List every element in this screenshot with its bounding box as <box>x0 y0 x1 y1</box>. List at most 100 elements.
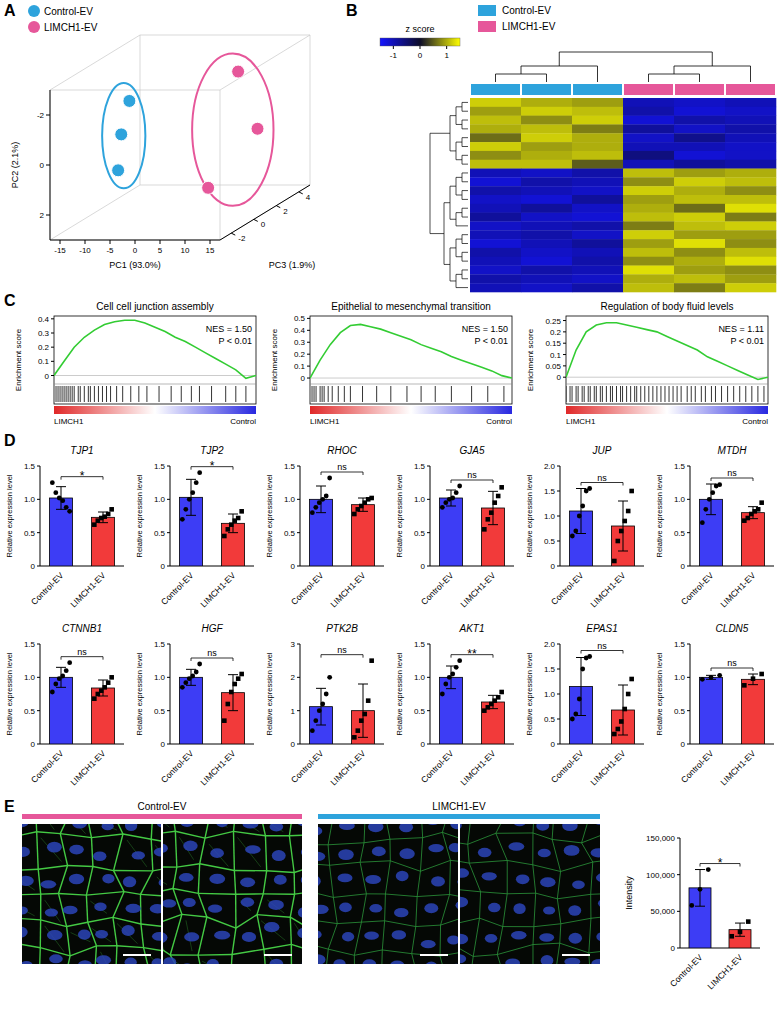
zero-line <box>310 378 512 379</box>
y-tick <box>167 499 170 500</box>
error-cap <box>186 515 196 516</box>
y-tick-label: 0.3 <box>294 338 306 347</box>
x-tick-label: -10 <box>79 246 91 255</box>
point <box>450 672 455 677</box>
heat-cell <box>470 169 521 178</box>
cell-border <box>91 838 92 867</box>
point <box>689 903 694 908</box>
y-tick <box>427 677 430 678</box>
bar-chart: EPAS100.51.01.52.0Relative expression le… <box>525 623 644 787</box>
x-tick-label: 10 <box>181 246 190 255</box>
z-tick-label: -2 <box>238 234 246 243</box>
y-tick <box>687 532 690 533</box>
nucleus <box>102 874 114 884</box>
dendrogram <box>456 177 462 195</box>
y-tick <box>677 948 680 949</box>
bar-chart: RHOC00.51.01.5Relative expression levelC… <box>265 445 384 609</box>
chart-title: Epithelial to mesenchymal transition <box>331 301 491 312</box>
cell-border <box>207 917 236 928</box>
nucleus <box>209 874 225 884</box>
curve-group <box>310 324 512 378</box>
cell-border <box>468 824 473 844</box>
point <box>202 181 215 194</box>
nucleus <box>95 930 108 938</box>
error-cap <box>228 710 238 711</box>
heat-cell <box>470 221 521 230</box>
cell-border <box>507 860 508 893</box>
point <box>703 507 708 512</box>
cell-border <box>360 862 366 894</box>
heat-cell <box>725 160 776 169</box>
cell-border <box>532 927 534 945</box>
x-tick-label: Control-EV <box>159 570 196 607</box>
nucleus <box>508 842 524 851</box>
nucleus <box>421 940 436 948</box>
heat-cell <box>470 116 521 125</box>
heat-cell <box>674 221 725 230</box>
point <box>580 667 585 672</box>
heat-cell <box>725 169 776 178</box>
bar-chart: PTK2B0123Relative expression levelContro… <box>265 623 384 787</box>
nucleus <box>449 843 458 852</box>
cell-border <box>412 954 418 964</box>
point <box>619 719 624 724</box>
point <box>698 887 703 892</box>
nucleus <box>297 824 302 826</box>
hit <box>72 386 73 402</box>
nucleus <box>78 960 92 964</box>
point <box>619 529 624 534</box>
cell-border <box>198 893 207 917</box>
cell-border <box>460 840 468 844</box>
cell-border <box>91 834 122 838</box>
nucleus <box>593 824 600 825</box>
hit <box>634 386 635 402</box>
y-tick <box>167 466 170 467</box>
y-tick-label: 0 <box>161 740 166 749</box>
cell-border <box>233 824 235 831</box>
dendrogram <box>462 102 468 111</box>
box-edge <box>140 35 141 185</box>
heat-cell <box>674 239 725 248</box>
marks <box>439 484 504 566</box>
cell-border <box>265 835 289 836</box>
cell-border <box>37 832 39 869</box>
nucleus <box>183 898 196 907</box>
nucleus <box>298 907 302 918</box>
heat-cell <box>725 257 776 266</box>
separator <box>54 384 256 385</box>
heat-cell <box>674 107 725 116</box>
point <box>366 698 371 703</box>
nucleus <box>301 875 302 886</box>
x-tick-label: LIMCH1-EV <box>718 570 757 609</box>
y-tick-label: 0.5 <box>414 707 426 716</box>
nucleus <box>511 931 527 939</box>
nucleus <box>540 877 555 887</box>
y-tick-label: 1 <box>291 707 296 716</box>
cell-border <box>591 862 593 894</box>
hit <box>626 386 627 402</box>
cell-border <box>38 866 67 870</box>
colorbar-tick <box>420 46 421 49</box>
point <box>180 517 185 522</box>
frame <box>54 316 256 404</box>
nucleus <box>208 904 222 912</box>
group-bar <box>675 84 724 95</box>
nucleus <box>69 874 84 885</box>
z-tick <box>231 233 235 235</box>
y-tick-label: 0.05 <box>545 362 561 371</box>
x-end-label: Control <box>486 417 512 426</box>
y-tick-label: 1.0 <box>544 690 556 699</box>
hit <box>640 386 641 402</box>
cell-border <box>440 956 448 964</box>
nucleus <box>572 881 585 889</box>
heat-cell <box>572 239 623 248</box>
y-tick <box>297 677 300 678</box>
y-tick-label: 0 <box>40 161 45 170</box>
nucleus <box>150 904 161 913</box>
heat-cell <box>521 169 572 178</box>
hit <box>644 386 645 402</box>
cell-border <box>96 945 116 946</box>
z-tick <box>276 206 280 208</box>
x-tick-label: Control-EV <box>159 748 196 785</box>
marks <box>179 470 244 566</box>
